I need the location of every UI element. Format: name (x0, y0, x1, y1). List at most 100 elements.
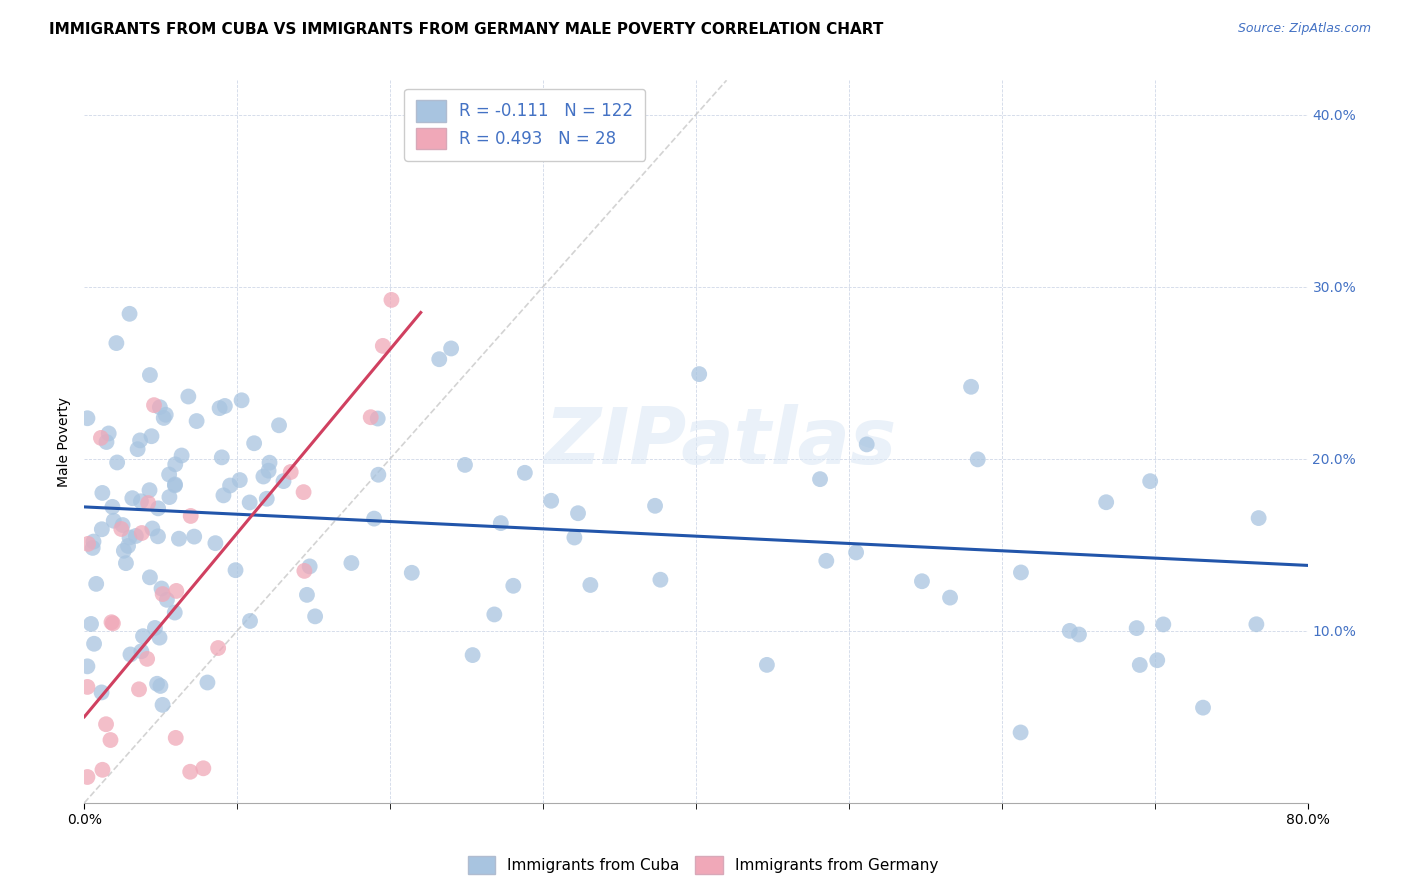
Point (360, 410, 382, 425)
Point (1059, 624, 1081, 638)
Point (755, 657, 778, 672)
Point (1095, 495, 1118, 509)
Point (239, 614, 262, 628)
Point (808, 472, 831, 486)
Point (644, 499, 666, 513)
Point (340, 556, 363, 570)
Point (1067, 627, 1090, 641)
Point (231, 393, 253, 408)
Point (100, 733, 122, 747)
Point (177, 390, 200, 404)
Point (815, 554, 838, 568)
Point (90, 685, 112, 699)
Point (152, 411, 174, 425)
Point (367, 467, 389, 482)
Point (845, 545, 868, 559)
Point (152, 698, 174, 712)
Point (204, 536, 226, 550)
Point (157, 490, 180, 504)
Point (139, 570, 162, 584)
Point (180, 508, 202, 523)
Point (295, 588, 318, 602)
Point (105, 336, 128, 351)
Point (100, 615, 122, 630)
Point (148, 631, 170, 645)
Point (77, 537, 100, 551)
Text: Source: ZipAtlas.com: Source: ZipAtlas.com (1237, 22, 1371, 36)
Point (125, 529, 148, 543)
Point (127, 442, 149, 457)
Point (149, 401, 172, 415)
Point (76, 659, 98, 673)
Point (225, 563, 247, 577)
Point (132, 629, 155, 643)
Point (129, 494, 152, 508)
Point (1247, 511, 1270, 525)
Point (212, 488, 235, 502)
Point (229, 473, 252, 487)
Point (939, 591, 962, 605)
Point (90, 431, 112, 445)
Point (257, 464, 280, 478)
Point (128, 682, 150, 697)
Point (165, 583, 187, 598)
Point (440, 342, 463, 356)
Point (513, 466, 536, 480)
Point (179, 764, 201, 779)
Point (256, 491, 278, 506)
Legend: R = -0.111   N = 122, R = 0.493   N = 28: R = -0.111 N = 122, R = 0.493 N = 28 (405, 88, 645, 161)
Point (118, 307, 141, 321)
Point (454, 458, 477, 472)
Point (163, 606, 186, 620)
Point (111, 518, 134, 533)
Point (273, 474, 295, 488)
Point (489, 516, 512, 530)
Legend: Immigrants from Cuba, Immigrants from Germany: Immigrants from Cuba, Immigrants from Ge… (461, 850, 945, 880)
Point (117, 539, 139, 553)
Point (280, 465, 302, 479)
Point (259, 456, 281, 470)
Point (304, 609, 326, 624)
Point (163, 478, 186, 492)
Point (112, 543, 135, 558)
Point (650, 573, 672, 587)
Point (186, 414, 208, 428)
Y-axis label: Male Poverty: Male Poverty (58, 397, 72, 486)
Point (115, 556, 138, 570)
Point (141, 521, 163, 535)
Point (146, 677, 169, 691)
Point (298, 559, 321, 574)
Point (156, 592, 179, 607)
Point (197, 675, 219, 690)
Point (193, 761, 215, 775)
Point (502, 579, 524, 593)
Point (138, 483, 160, 498)
Point (80, 616, 103, 631)
Point (97, 426, 120, 441)
Point (911, 574, 934, 589)
Point (855, 437, 877, 451)
Point (155, 408, 177, 422)
Point (564, 531, 586, 545)
Point (149, 679, 172, 693)
Point (91, 763, 114, 777)
Point (101, 500, 124, 514)
Point (146, 501, 169, 516)
Point (579, 578, 602, 592)
Point (103, 514, 125, 528)
Point (167, 532, 190, 546)
Point (219, 478, 242, 492)
Point (131, 526, 153, 541)
Point (163, 477, 186, 491)
Point (1129, 657, 1152, 672)
Point (96, 435, 118, 450)
Point (76, 680, 98, 694)
Point (101, 616, 124, 631)
Point (136, 652, 159, 666)
Point (207, 640, 229, 655)
Point (94, 717, 117, 731)
Point (150, 582, 173, 596)
Point (110, 522, 132, 536)
Point (105, 455, 128, 469)
Point (118, 531, 141, 545)
